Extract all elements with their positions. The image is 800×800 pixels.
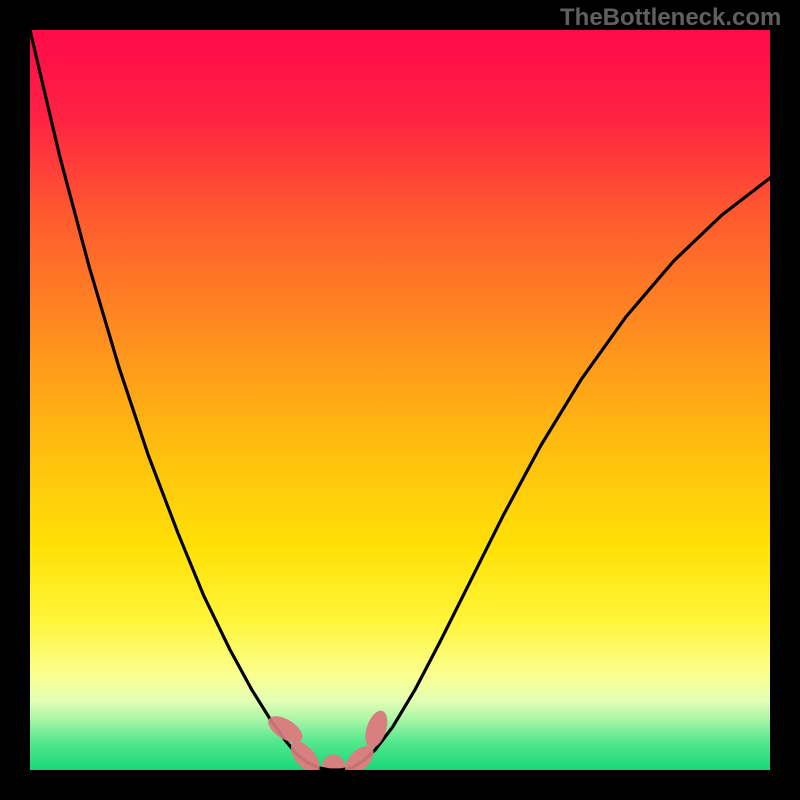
chart-svg [30,30,770,770]
attribution-text: TheBottleneck.com [560,4,781,32]
plot-area [30,30,770,770]
gradient-background [30,30,770,770]
